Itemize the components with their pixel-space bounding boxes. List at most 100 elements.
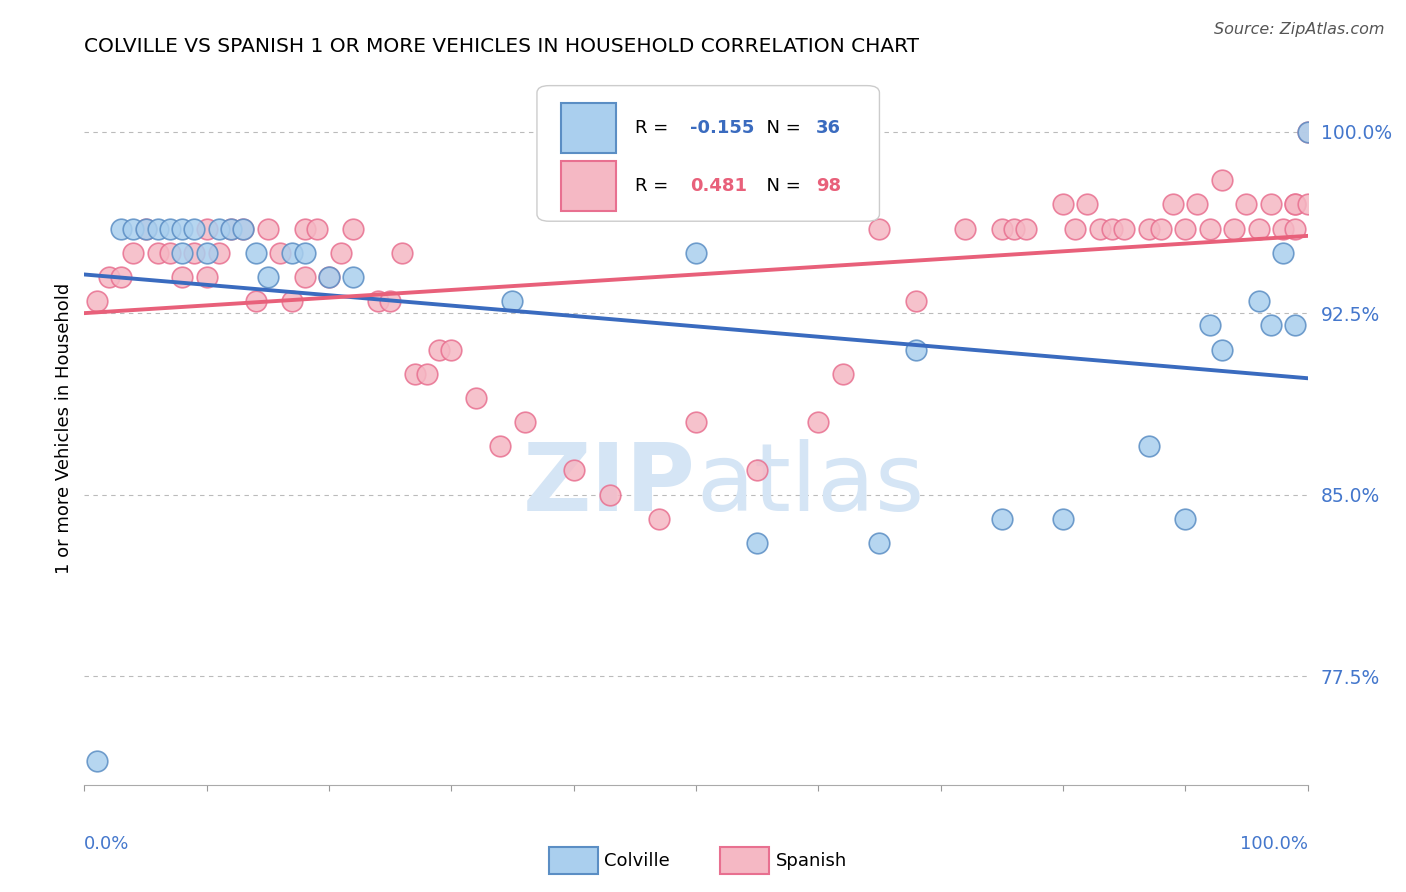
Point	[1150, 221, 1173, 235]
Point	[318, 270, 340, 285]
Point	[97, 270, 120, 285]
Point	[146, 245, 169, 260]
Point	[747, 463, 769, 477]
Point	[648, 512, 671, 526]
Point	[1198, 221, 1220, 235]
Point	[685, 415, 707, 429]
Point	[195, 245, 218, 260]
Point	[172, 270, 194, 285]
Text: 0.481: 0.481	[690, 177, 747, 194]
Point	[195, 270, 218, 285]
Point	[294, 221, 316, 235]
Point	[1052, 197, 1074, 211]
Point	[1247, 221, 1270, 235]
Point	[1247, 294, 1270, 309]
Text: 36: 36	[815, 120, 841, 137]
Point	[342, 221, 364, 235]
Point	[257, 221, 280, 235]
Point	[135, 221, 157, 235]
Text: 0.0%: 0.0%	[84, 835, 129, 853]
Point	[1211, 343, 1233, 357]
Point	[245, 294, 267, 309]
Point	[991, 512, 1014, 526]
Point	[232, 221, 254, 235]
Text: N =: N =	[755, 177, 806, 194]
Point	[1272, 221, 1295, 235]
Point	[953, 221, 976, 235]
Text: R =: R =	[636, 177, 673, 194]
Point	[330, 245, 353, 260]
Point	[159, 245, 181, 260]
Point	[685, 245, 707, 260]
Point	[1211, 173, 1233, 187]
Text: Colville: Colville	[605, 852, 671, 870]
Point	[404, 367, 426, 381]
Point	[1174, 512, 1197, 526]
Point	[1296, 197, 1319, 211]
Point	[135, 221, 157, 235]
Point	[172, 221, 194, 235]
Text: ZIP: ZIP	[523, 439, 696, 532]
Point	[380, 294, 402, 309]
Point	[1223, 221, 1246, 235]
Point	[232, 221, 254, 235]
Point	[1015, 221, 1038, 235]
Point	[513, 415, 536, 429]
Text: 100.0%: 100.0%	[1240, 835, 1308, 853]
Point	[1198, 318, 1220, 333]
Point	[1296, 125, 1319, 139]
Point	[269, 245, 291, 260]
Point	[1272, 245, 1295, 260]
Point	[1064, 221, 1087, 235]
Point	[294, 245, 316, 260]
Point	[869, 536, 891, 550]
Point	[1296, 125, 1319, 139]
Point	[1002, 221, 1025, 235]
Point	[1076, 197, 1098, 211]
Text: Source: ZipAtlas.com: Source: ZipAtlas.com	[1215, 22, 1385, 37]
Point	[1114, 221, 1136, 235]
Point	[807, 415, 830, 429]
Point	[110, 221, 132, 235]
Point	[208, 245, 231, 260]
Text: N =: N =	[755, 120, 806, 137]
Bar	[561, 103, 616, 153]
Bar	[550, 847, 598, 874]
Text: 98: 98	[815, 177, 841, 194]
Point	[305, 221, 328, 235]
Point	[427, 343, 450, 357]
Point	[747, 536, 769, 550]
Point	[1101, 221, 1123, 235]
Point	[1161, 197, 1184, 211]
Point	[905, 294, 928, 309]
Point	[1137, 439, 1160, 453]
Point	[281, 294, 304, 309]
Point	[416, 367, 439, 381]
Point	[219, 221, 242, 235]
Point	[502, 294, 524, 309]
Point	[599, 488, 621, 502]
FancyBboxPatch shape	[537, 86, 880, 221]
Point	[146, 221, 169, 235]
Point	[1284, 197, 1306, 211]
Point	[1284, 318, 1306, 333]
Point	[245, 245, 267, 260]
Point	[86, 754, 108, 768]
Point	[195, 221, 218, 235]
Point	[562, 463, 585, 477]
Text: atlas: atlas	[696, 439, 924, 532]
Point	[172, 245, 194, 260]
Point	[318, 270, 340, 285]
Point	[183, 245, 205, 260]
Point	[342, 270, 364, 285]
Point	[122, 221, 145, 235]
Point	[1260, 197, 1282, 211]
Point	[1052, 512, 1074, 526]
Point	[1187, 197, 1209, 211]
Point	[1088, 221, 1111, 235]
Point	[991, 221, 1014, 235]
Point	[440, 343, 463, 357]
Point	[86, 294, 108, 309]
Point	[905, 343, 928, 357]
Point	[110, 270, 132, 285]
